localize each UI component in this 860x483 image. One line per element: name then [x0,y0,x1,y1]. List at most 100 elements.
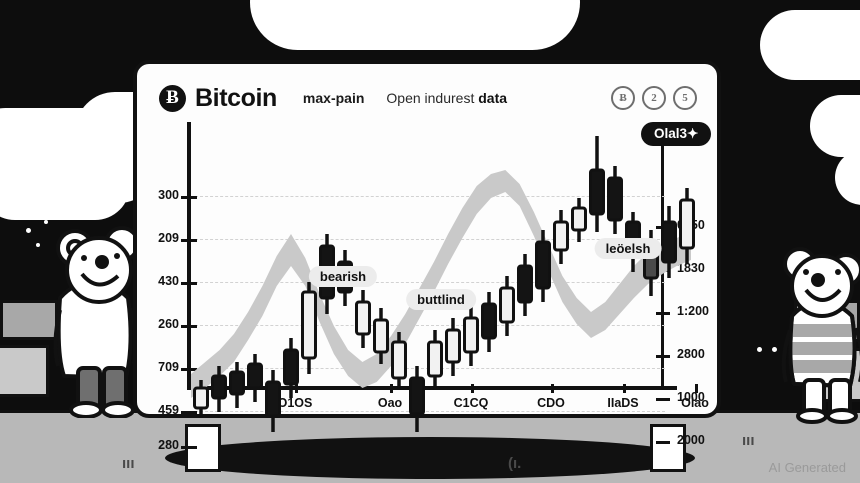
x-axis-label: CDO [537,396,565,410]
x-axis-label: Oao [377,396,403,410]
y-tick-right [656,441,670,444]
candle-body [679,198,695,250]
candlestick[interactable] [553,210,569,264]
candle-body [247,362,263,390]
candlestick[interactable] [661,206,677,278]
y-tick-left [181,446,197,449]
bitcoin-logo-icon: Ƀ [159,84,186,112]
y-axis-label-right: 2000 [677,433,705,447]
candlestick[interactable] [607,166,623,234]
candlestick[interactable] [391,332,407,390]
candle-body [301,290,317,360]
candlestick[interactable] [247,354,263,402]
candlestick[interactable] [409,366,425,432]
bear-character-right [781,247,860,424]
x-axis-label: IIaDS [607,396,639,410]
star-icon [757,347,762,352]
candle-body [517,264,533,304]
cloud-icon [760,10,860,80]
gridline [195,196,665,197]
bear-character-left [53,226,140,418]
candlestick[interactable] [211,366,227,412]
candlestick[interactable] [517,254,533,316]
billboard-shadow [165,437,695,479]
candle-body [553,220,569,252]
candlestick[interactable] [481,292,497,352]
y-axis-label-left: 260 [158,317,179,331]
count-2-icon[interactable]: 2 [642,86,666,110]
candle-body [283,348,299,386]
candlestick[interactable] [373,308,389,364]
candlestick[interactable] [193,380,209,418]
y-axis-label-right: 2800 [677,347,705,361]
candle-body [607,176,623,222]
tab-open-interest-prefix: Open indurest [386,90,479,106]
star-icon [44,220,48,224]
candlestick[interactable] [445,318,461,376]
y-tick-left [181,196,197,199]
x-tick [695,384,698,393]
x-tick [551,384,554,393]
candlestick[interactable] [463,306,479,366]
grass-tuft-icon: ııı [122,455,135,472]
y-tick-left [181,239,197,242]
tab-open-interest-bold: data [478,90,508,106]
page-title: Bitcoin [195,83,277,112]
gridline [195,239,665,240]
count-5-icon[interactable]: 5 [673,86,697,110]
star-icon [26,228,31,233]
candlestick[interactable] [229,362,245,408]
candlestick[interactable] [355,290,371,348]
bitcoin-badge-icon[interactable]: Ƀ [611,86,635,110]
y-tick-right [656,398,670,401]
y-tick-right [656,312,670,315]
candle-body [445,328,461,364]
candlestick-plot [191,136,695,432]
candle-body [391,340,407,380]
candle-body [193,386,209,410]
candlestick[interactable] [679,188,695,264]
status-badge[interactable]: Olal3✦ [641,122,712,146]
candle-body [589,168,605,216]
y-axis-label-right: 1830 [677,261,705,275]
y-axis-label-left: 209 [158,231,179,245]
chart-header: Ƀ Bitcoin max-pain Open indurest data Ƀ … [159,78,697,118]
y-axis-label-left: 709 [158,360,179,374]
tab-max-pain[interactable]: max-pain [302,90,365,106]
y-axis-label-right: 1:200 [677,304,709,318]
x-axis-label: C1CQ [453,396,489,410]
candle-body [481,302,497,340]
annotation-levelsh[interactable]: leöelsh [594,238,662,259]
candlestick[interactable] [571,198,587,242]
star-icon [772,347,777,352]
y-tick-left [181,325,197,328]
candlestick[interactable] [535,230,551,302]
candlestick[interactable] [265,370,281,432]
y-axis-label-left: 430 [158,274,179,288]
billboard-leg-right [650,424,686,472]
candlestick[interactable] [499,276,515,336]
candle-body [427,340,443,378]
annotation-bearish[interactable]: bearish [308,266,378,287]
candle-body [211,374,227,400]
railing-left [0,300,58,340]
x-tick [390,384,393,393]
candle-series [193,136,695,432]
gridline [195,325,665,326]
tab-open-interest[interactable]: Open indurest data [386,90,507,106]
y-tick-left [181,411,197,414]
candlestick[interactable] [427,330,443,390]
candlestick[interactable] [589,136,605,232]
grass-tuft-icon: ııı [742,432,755,449]
y-tick-left [181,282,197,285]
annotation-buttlind[interactable]: buttlind [406,289,476,310]
candle-body [229,370,245,396]
cloud-icon [250,0,580,50]
candlestick[interactable] [301,282,317,374]
x-axis-label: O1OS [277,396,313,410]
candle-body [265,380,281,418]
candle-body [463,316,479,354]
candle-body [661,220,677,264]
y-axis-left [187,122,191,390]
candlestick[interactable] [283,338,299,398]
